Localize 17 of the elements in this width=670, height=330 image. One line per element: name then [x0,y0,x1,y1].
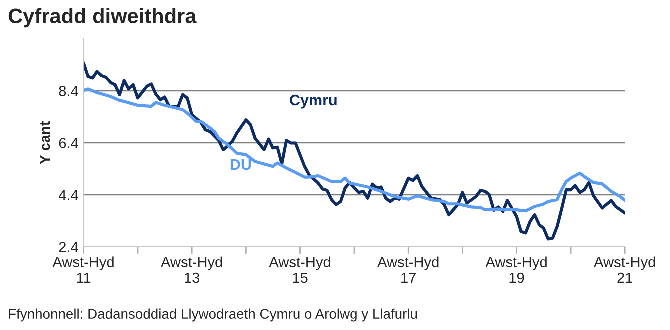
line-series [84,88,626,213]
series-label: DU [230,160,252,170]
y-axis-title: Y cant [40,121,50,164]
x-tick-label: Awst-Hyd 11 [52,256,114,284]
x-tick-label: Awst-Hyd 17 [378,256,439,284]
x-tick-label: Awst-Hyd 15 [269,256,330,284]
line-series [84,62,626,241]
y-tick-label: 8.4 [59,86,78,96]
x-tick-label: Awst-Hyd 13 [161,256,222,284]
chart-title: Cyfradd diweithdra [8,8,197,28]
x-tick-label: Awst-Hyd 21 [594,256,656,284]
y-tick-label: 2.4 [59,242,78,252]
text: Cymru [290,94,337,109]
y-tick-label: 6.4 [59,138,78,148]
text: Ffynhonnell: Dadansoddiad Llywodraeth Cymru o Arolwg y Llafurlu [9,308,418,322]
y-tick-label: 4.4 [58,190,78,200]
x-tick-label: Awst-Hyd 19 [486,256,547,284]
